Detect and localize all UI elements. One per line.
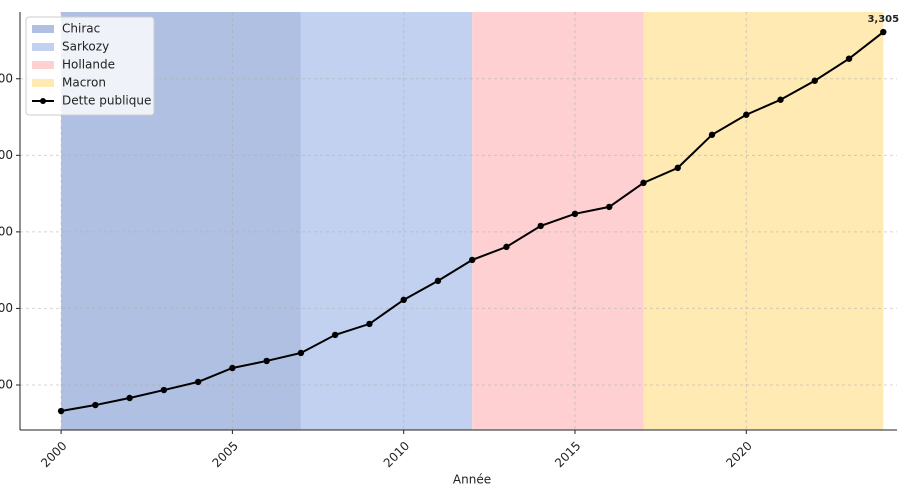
data-point	[845, 55, 853, 62]
y-tick-label: 2500	[0, 148, 13, 162]
data-point	[263, 357, 270, 365]
y-tick-label: 3000	[0, 71, 13, 85]
data-point	[606, 203, 613, 211]
x-tick-label: 2005	[209, 439, 240, 470]
data-point	[366, 320, 373, 328]
legend-swatch	[32, 43, 54, 51]
data-point	[674, 164, 681, 172]
data-point	[434, 277, 442, 285]
x-tick-label: 2020	[723, 439, 754, 470]
data-point	[57, 407, 65, 415]
data-point	[640, 179, 647, 187]
data-point	[503, 243, 510, 251]
legend-label: Sarkozy	[62, 40, 109, 54]
data-point	[469, 256, 476, 264]
x-tick-label: 2000	[38, 439, 69, 470]
term-span	[300, 12, 473, 430]
data-point	[194, 378, 202, 386]
data-point	[880, 28, 887, 36]
legend-label: Dette publique	[62, 94, 151, 108]
data-point	[777, 96, 784, 103]
data-point	[297, 349, 305, 357]
x-tick-label: 2010	[381, 439, 412, 470]
legend-label: Macron	[62, 76, 106, 90]
legend-label: Chirac	[62, 22, 100, 36]
legend-label: Hollande	[62, 58, 115, 72]
data-point	[571, 210, 579, 218]
y-tick-label: 1000	[0, 377, 13, 391]
data-point	[92, 401, 99, 409]
value-label: 3,305	[867, 14, 899, 25]
data-point	[743, 111, 750, 118]
data-point	[229, 364, 236, 372]
legend-box	[25, 16, 155, 116]
x-tick-label: 2015	[552, 439, 583, 470]
legend-marker	[40, 98, 46, 104]
term-span	[643, 12, 884, 430]
data-point	[160, 386, 168, 394]
data-point	[331, 331, 339, 339]
legend-swatch	[32, 61, 54, 69]
data-point	[811, 77, 818, 84]
y-tick-label: 1500	[0, 301, 13, 315]
x-axis-label: Année	[453, 473, 491, 487]
y-tick-label: 2000	[0, 224, 13, 238]
data-point	[708, 131, 716, 138]
data-point	[126, 394, 133, 402]
data-point	[400, 296, 407, 304]
data-point	[537, 222, 544, 230]
term-span	[472, 12, 644, 430]
legend-swatch	[32, 79, 54, 87]
legend-swatch	[32, 25, 54, 33]
